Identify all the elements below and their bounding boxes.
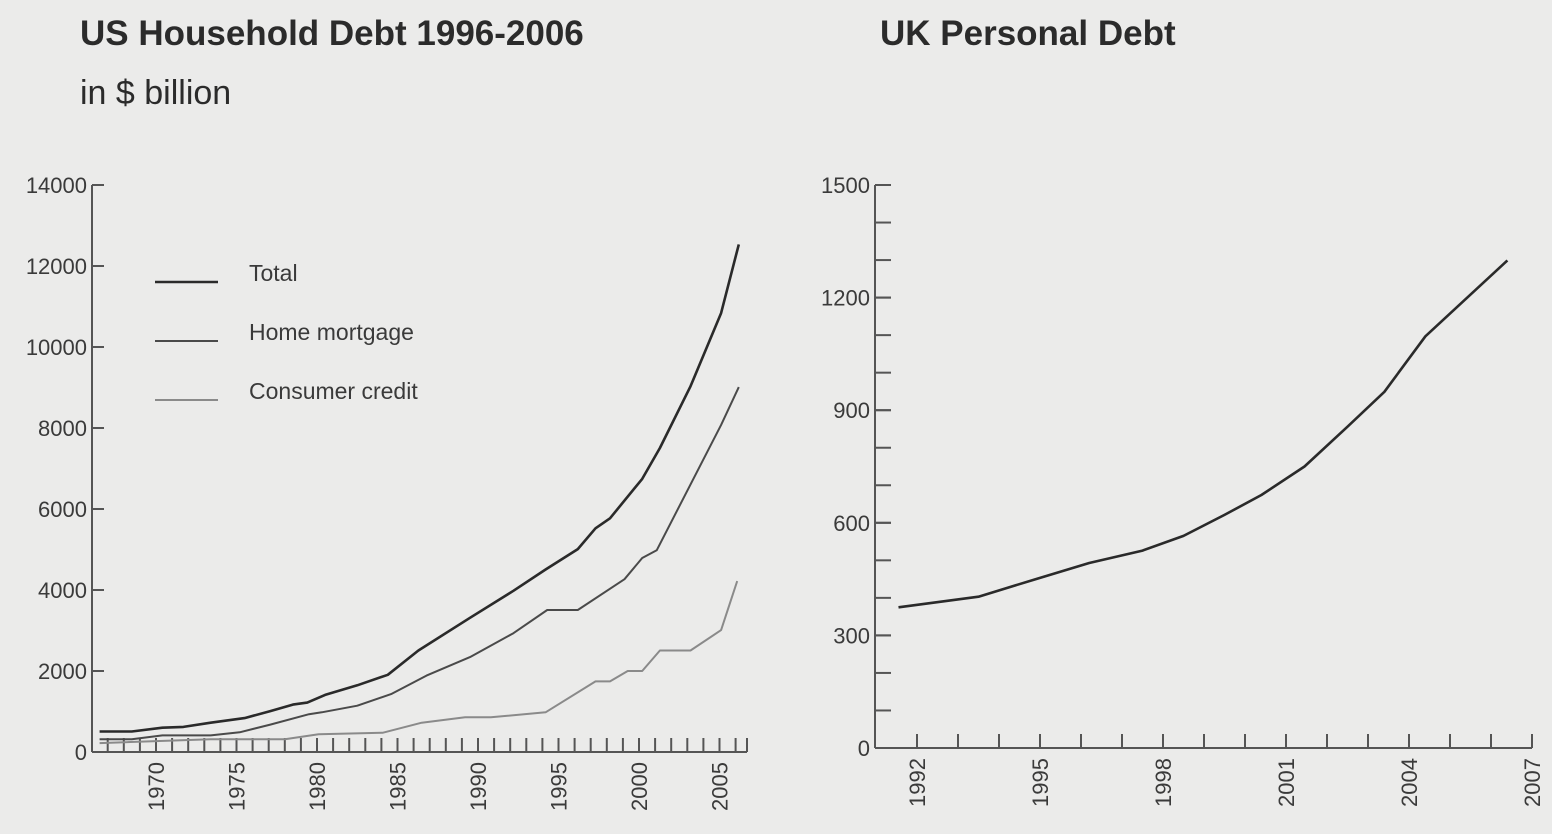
y-tick-label: 0 bbox=[75, 740, 87, 765]
x-tick-label: 1980 bbox=[305, 762, 330, 811]
series-line-total bbox=[99, 244, 741, 733]
y-tick-label: 14000 bbox=[26, 173, 87, 198]
x-tick-label: 1998 bbox=[1151, 758, 1176, 807]
y-tick-label: 12000 bbox=[26, 254, 87, 279]
uk-personal-debt-chart: 0 300 600 900 1200 1500 1992 1995 1998 2001 2004 20… bbox=[821, 173, 1545, 807]
series-line-debt bbox=[898, 259, 1509, 609]
series-line-home-mortgage bbox=[99, 386, 740, 741]
x-tick-label: 2001 bbox=[1274, 758, 1299, 807]
y-tick-label: 0 bbox=[858, 736, 870, 761]
y-tick-label: 2000 bbox=[38, 659, 87, 684]
y-tick-label: 6000 bbox=[38, 497, 87, 522]
x-tick-label: 1985 bbox=[386, 762, 411, 811]
legend-label: Consumer credit bbox=[249, 378, 418, 404]
us-chart-title: US Household Debt 1996-2006 bbox=[80, 14, 584, 53]
x-tick-label: 2005 bbox=[708, 762, 733, 811]
y-tick-label: 8000 bbox=[38, 416, 87, 441]
uk-chart-title: UK Personal Debt bbox=[880, 14, 1176, 53]
y-tick-label: 900 bbox=[833, 398, 870, 423]
us-household-debt-chart: 0 2000 4000 6000 8000 10000 12000 14000 1970 1975… bbox=[26, 173, 748, 811]
x-tick-label: 1990 bbox=[466, 762, 491, 811]
legend-label: Total bbox=[249, 260, 298, 286]
x-tick-label: 2000 bbox=[627, 762, 652, 811]
y-tick-label: 1500 bbox=[821, 173, 870, 198]
x-tick-label: 1995 bbox=[547, 762, 572, 811]
y-tick-label: 10000 bbox=[26, 335, 87, 360]
y-tick-label: 600 bbox=[833, 511, 870, 536]
series-line-consumer-credit bbox=[99, 580, 739, 745]
y-tick-label: 1200 bbox=[821, 286, 870, 311]
legend-label: Home mortgage bbox=[249, 319, 414, 345]
x-tick-label: 1992 bbox=[905, 758, 930, 807]
y-tick-label: 4000 bbox=[38, 578, 87, 603]
x-tick-label: 1995 bbox=[1028, 758, 1053, 807]
x-tick-label: 2007 bbox=[1520, 758, 1545, 807]
y-tick-label: 300 bbox=[833, 623, 870, 648]
x-tick-label: 1975 bbox=[225, 762, 250, 811]
x-tick-label: 1970 bbox=[144, 762, 169, 811]
us-chart-subtitle: in $ billion bbox=[80, 74, 231, 112]
x-tick-label: 2004 bbox=[1397, 758, 1422, 807]
